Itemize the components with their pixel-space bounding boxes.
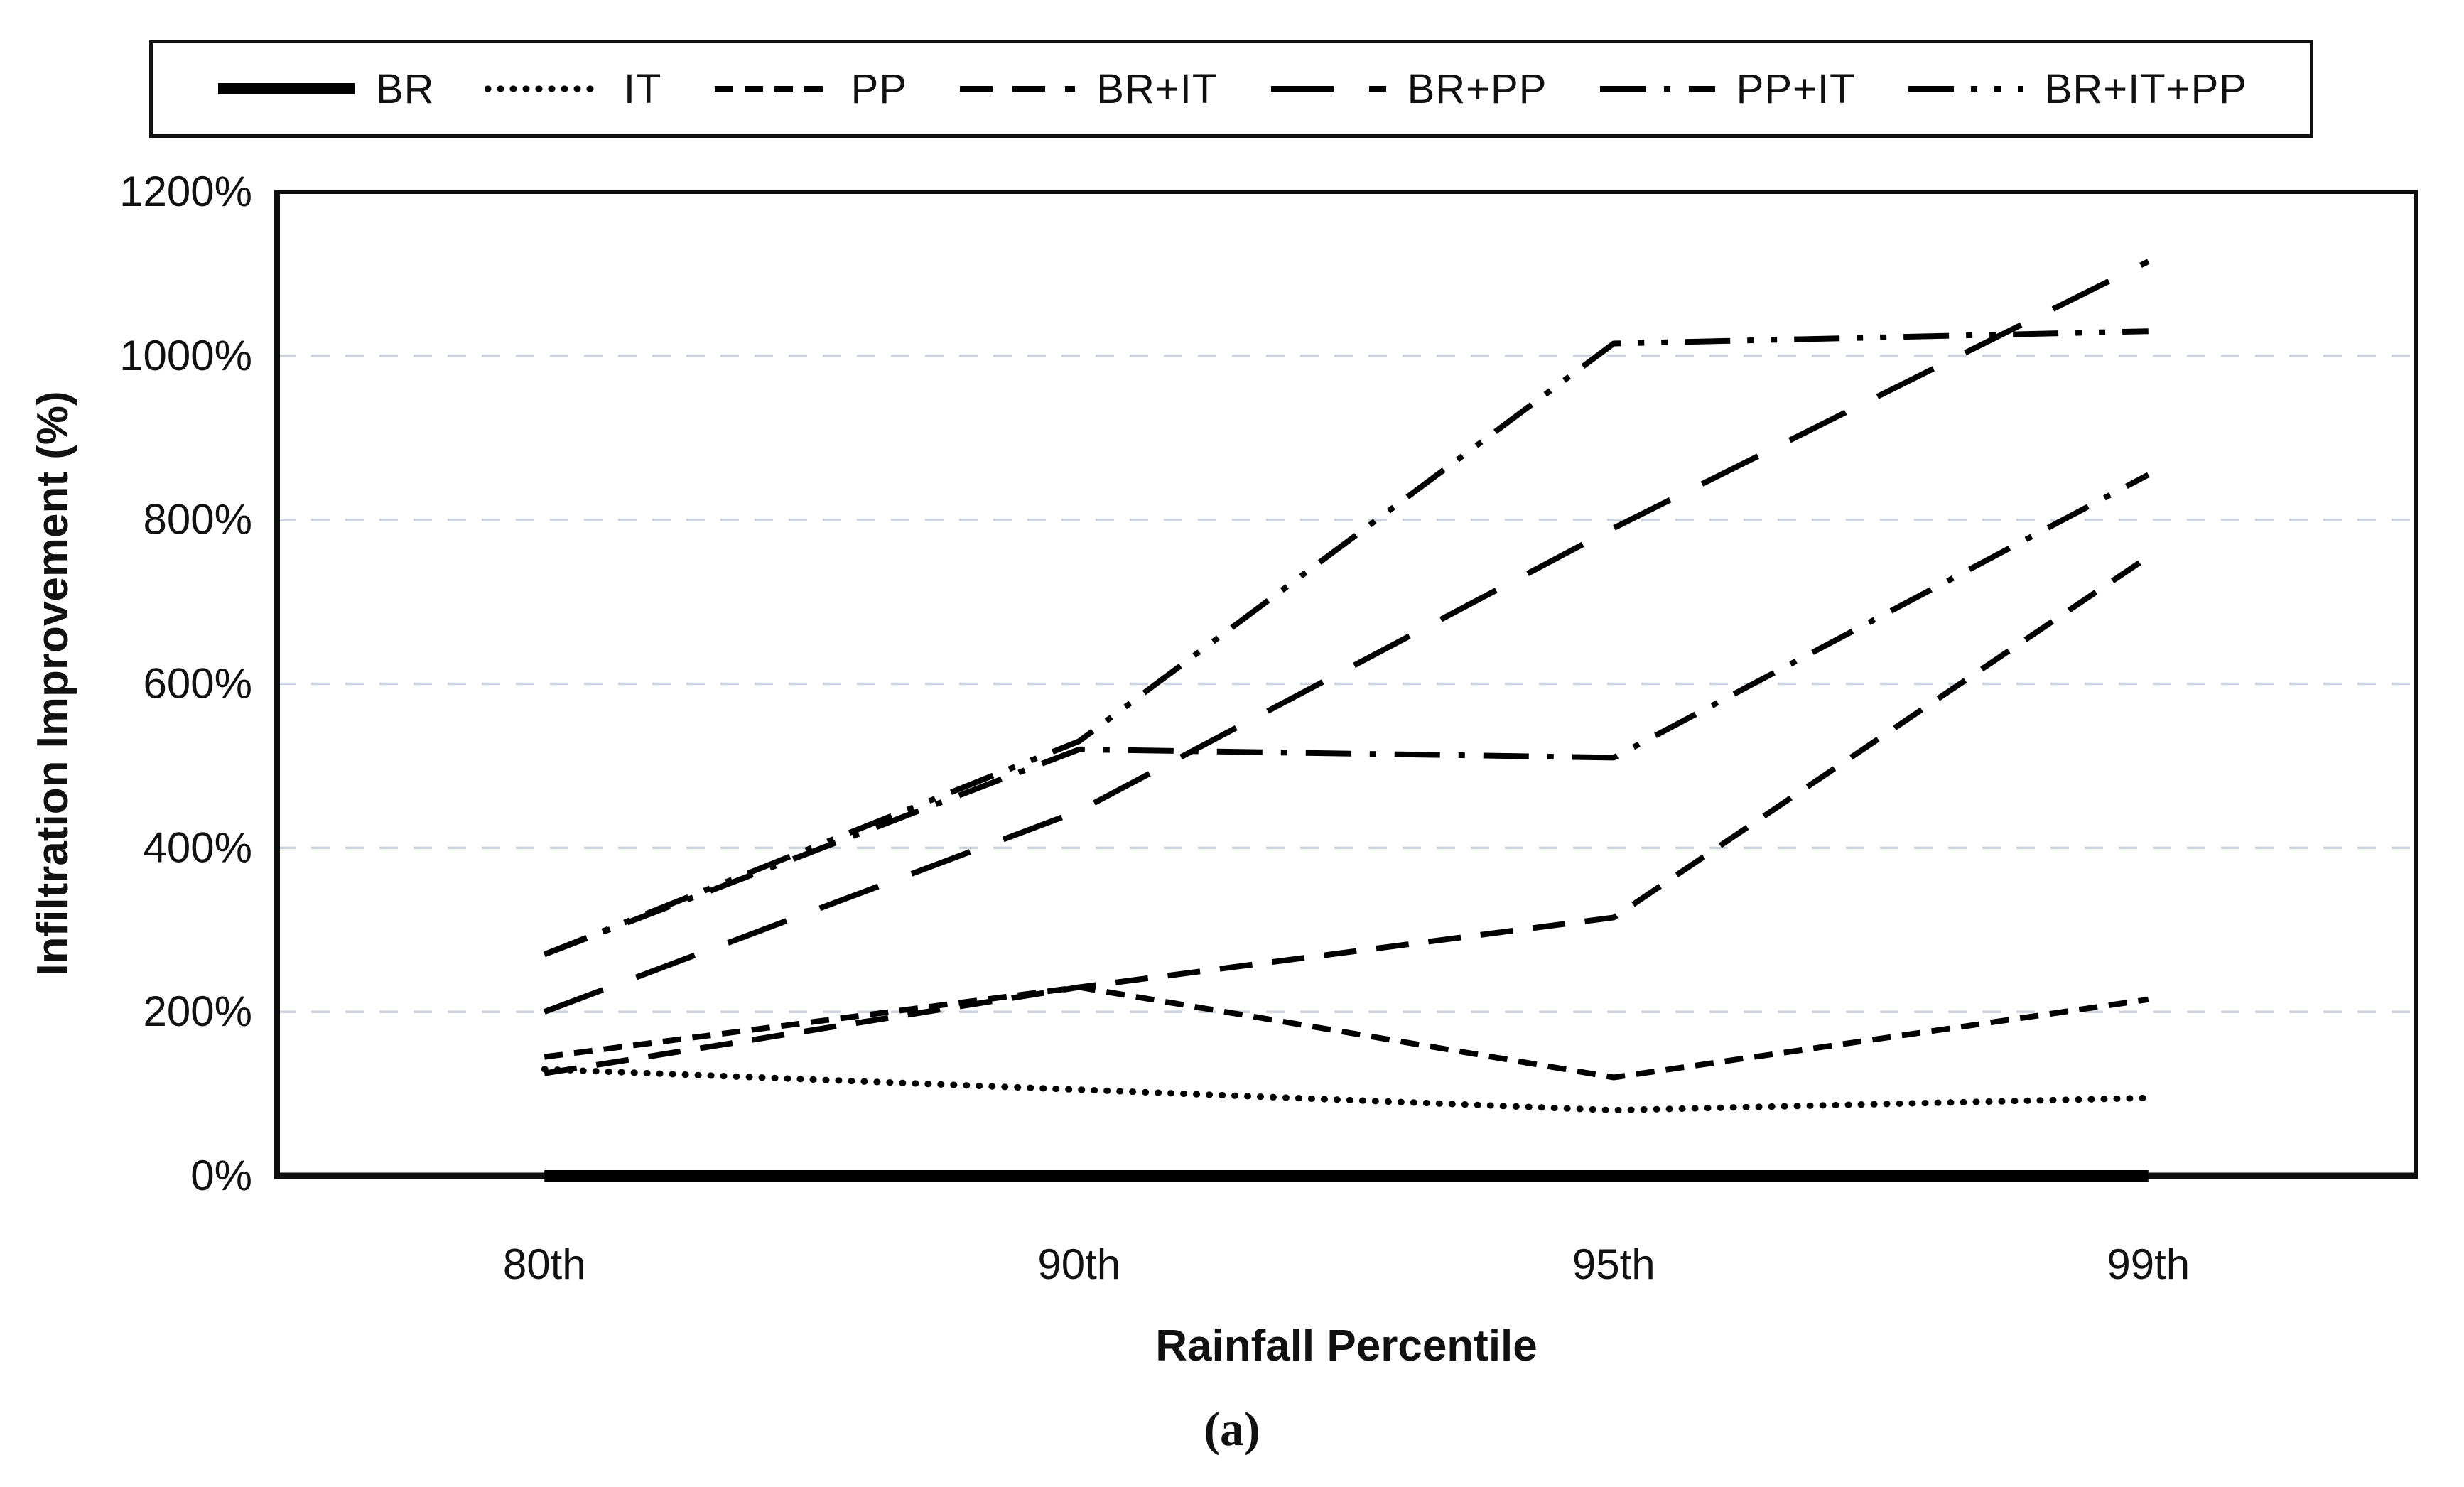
- y-axis-title: Infiltration Improvement (%): [28, 391, 77, 975]
- legend-item-br: BR: [215, 65, 435, 113]
- legend-label: IT: [623, 65, 662, 112]
- legend-line-sample-dash-long: [1270, 86, 1386, 92]
- series-line-br-it-pp: [543, 328, 2149, 958]
- series-line-br-pp: [543, 259, 2150, 1015]
- legend-line-sample-dash-dot: [1599, 86, 1715, 92]
- legend-item-br-it-pp: BR+IT+PP: [1906, 65, 2247, 113]
- y-tick-label-1200: 1200%: [119, 168, 252, 215]
- y-tick-label-200: 200%: [144, 988, 252, 1035]
- y-tick-label-400: 400%: [144, 823, 252, 871]
- x-tick-label-95th: 95th: [1572, 1240, 1655, 1288]
- legend-item-br-pp: BR+PP: [1268, 65, 1547, 113]
- legend-line-sample-dash-short: [714, 86, 830, 92]
- series-line-pp-it: [543, 472, 2150, 958]
- y-tick-label-0: 0%: [190, 1152, 252, 1199]
- legend-label: PP+IT: [1736, 65, 1856, 112]
- legend-label: PP: [850, 65, 908, 112]
- legend-item-pp-it: PP+IT: [1597, 65, 1856, 113]
- series-line-pp: [544, 984, 2149, 1081]
- legend-label: BR+IT: [1096, 65, 1219, 112]
- series-line-br-it: [544, 554, 2150, 1076]
- legend-item-pp: PP: [712, 65, 907, 113]
- y-tick-label-1000: 1000%: [119, 332, 252, 379]
- legend-line-sample-dash-dot-dot: [1908, 86, 2023, 92]
- legend-item-br-it: BR+IT: [957, 65, 1218, 113]
- legend-line-sample-solid: [218, 83, 355, 94]
- legend-label: BR: [376, 65, 435, 112]
- chart-legend: BR IT PP BR+IT BR+PP PP+IT BR+IT+PP: [149, 40, 2313, 138]
- legend-line-sample-dash-medium: [960, 86, 1076, 92]
- y-tick-label-800: 800%: [144, 496, 252, 544]
- y-tick-label-600: 600%: [144, 660, 252, 708]
- figure-caption: (a): [1204, 1402, 1260, 1456]
- x-axis-title: Rainfall Percentile: [1155, 1321, 1538, 1370]
- x-tick-label-80th: 80th: [503, 1240, 586, 1288]
- legend-label: BR+PP: [1407, 65, 1547, 112]
- x-tick-label-99th: 99th: [2107, 1240, 2190, 1288]
- legend-label: BR+IT+PP: [2044, 65, 2247, 112]
- legend-item-it: IT: [484, 65, 662, 113]
- series-line-it: [541, 1066, 2152, 1114]
- x-tick-label-90th: 90th: [1037, 1240, 1120, 1288]
